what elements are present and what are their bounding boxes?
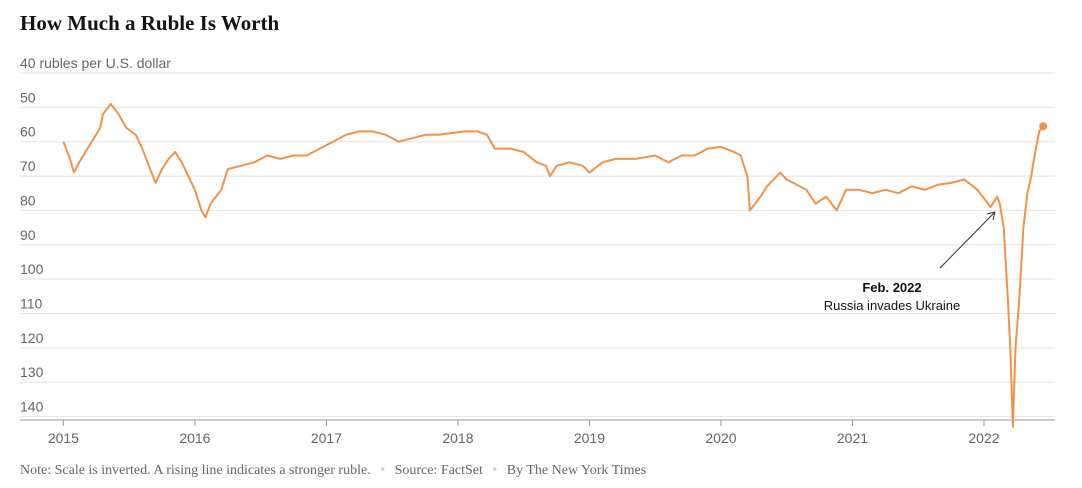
- chart-title: How Much a Ruble Is Worth: [20, 11, 280, 35]
- x-tick-label: 2017: [311, 430, 342, 446]
- y-tick-label: 80: [20, 192, 36, 208]
- note: Note: Scale is inverted. A rising line i…: [20, 463, 371, 478]
- annotation-arrow: [939, 211, 996, 269]
- x-tick-label: 2020: [705, 430, 736, 446]
- y-tick-label: 130: [20, 364, 44, 380]
- end-point: [1039, 122, 1048, 131]
- x-tick-label: 2015: [48, 430, 79, 446]
- y-tick-label: 60: [20, 124, 36, 140]
- separator: •: [380, 463, 385, 478]
- x-tick-label: 2018: [442, 430, 473, 446]
- x-tick-label: 2019: [574, 430, 605, 446]
- y-tick-label: 100: [20, 261, 44, 277]
- y-tick-label: 70: [20, 158, 36, 174]
- footer: Note: Scale is inverted. A rising line i…: [20, 463, 646, 478]
- x-tick-label: 2022: [968, 430, 999, 446]
- source: Source: FactSet: [395, 463, 483, 478]
- annotation-title: Feb. 2022: [862, 280, 921, 295]
- y-tick-label: 40 rubles per U.S. dollar: [20, 55, 171, 71]
- y-tick-label: 120: [20, 330, 44, 346]
- annotation-text: Russia invades Ukraine: [824, 298, 961, 313]
- x-tick-label: 2021: [837, 430, 868, 446]
- credit: By The New York Times: [507, 463, 646, 478]
- y-tick-label: 50: [20, 89, 36, 105]
- annotation-arrowhead: [986, 211, 996, 221]
- y-tick-label: 90: [20, 227, 36, 243]
- line: [62, 102, 1044, 428]
- y-tick-label: 140: [20, 399, 44, 415]
- y-tick-label: 110: [20, 295, 43, 311]
- separator: •: [492, 463, 497, 478]
- x-tick-label: 2016: [179, 430, 210, 446]
